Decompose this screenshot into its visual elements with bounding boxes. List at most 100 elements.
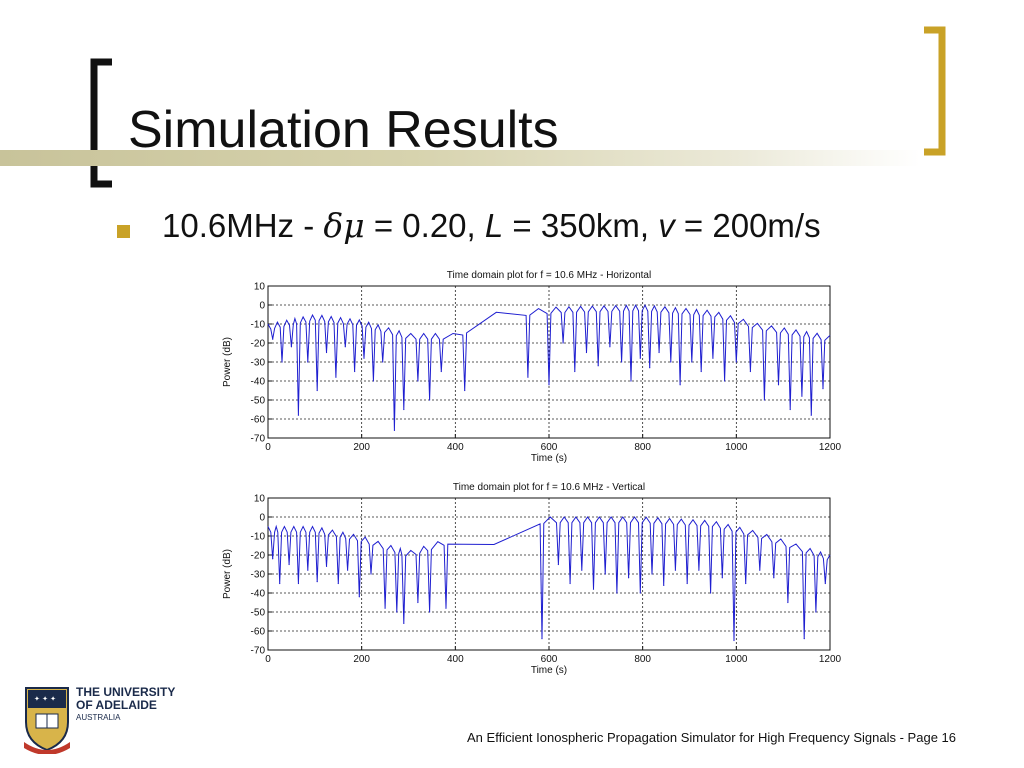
x-tick-label: 0 — [265, 442, 271, 453]
null-point — [609, 346, 611, 348]
null-point — [272, 558, 274, 560]
null-point — [686, 582, 688, 585]
null-point — [335, 376, 337, 378]
y-tick-label: 0 — [259, 301, 265, 312]
x-tick-label: 1000 — [725, 442, 748, 453]
null-point — [562, 342, 564, 344]
university-crest-logo: ✦ ✦ ✦ — [24, 687, 70, 754]
null-point — [417, 601, 419, 604]
null-point — [777, 384, 780, 386]
left-bracket-decoration — [90, 58, 112, 188]
university-line-1: THE UNIVERSITY — [76, 685, 176, 699]
null-point — [763, 399, 766, 401]
null-point — [370, 573, 372, 575]
null-point — [297, 414, 300, 416]
null-point — [824, 582, 826, 585]
null-point — [358, 596, 360, 598]
null-point — [735, 361, 737, 363]
y-tick-label: -50 — [251, 396, 266, 407]
null-point — [396, 611, 398, 613]
null-point — [721, 577, 723, 579]
null-point — [679, 384, 681, 386]
null-point — [382, 361, 384, 363]
null-point — [628, 577, 630, 579]
null-point — [749, 370, 751, 373]
null-point — [417, 380, 419, 382]
null-point — [403, 408, 405, 411]
y-tick-label: -10 — [251, 320, 266, 331]
vertical-plot-svg: Time domain plot for f = 10.6 MHz - Vert… — [222, 482, 842, 676]
null-point — [698, 569, 700, 571]
null-point — [347, 569, 349, 571]
bullet-v-symbol: v — [658, 207, 675, 244]
null-point — [651, 573, 653, 575]
null-point — [787, 601, 789, 604]
x-tick-label: 400 — [447, 654, 464, 665]
null-point — [403, 622, 405, 624]
plot-frame — [267, 497, 831, 651]
null-point — [316, 389, 318, 392]
x-tick-label: 800 — [634, 442, 651, 453]
null-point — [663, 584, 665, 586]
slide-footer: An Efficient Ionospheric Propagation Sim… — [467, 730, 956, 745]
null-point — [585, 351, 588, 354]
null-point — [428, 399, 431, 401]
bullet-frequency: 10.6MHz - — [162, 207, 324, 244]
null-point — [630, 380, 632, 382]
null-point — [674, 569, 677, 571]
null-point — [279, 582, 281, 585]
university-line-3: AUSTRALIA — [76, 713, 121, 722]
y-tick-label: 10 — [254, 494, 266, 505]
x-tick-label: 1200 — [819, 654, 842, 665]
null-point — [297, 582, 300, 585]
null-point — [288, 563, 290, 566]
university-line-2: OF ADELAIDE — [76, 698, 157, 712]
right-bracket-decoration — [924, 26, 946, 156]
y-tick-label: -10 — [251, 532, 266, 543]
null-point — [581, 569, 583, 571]
null-point — [670, 361, 672, 363]
y-axis-label: Power (dB) — [222, 549, 233, 599]
null-point — [325, 351, 328, 354]
horizontal-plot-svg: Time domain plot for f = 10.6 MHz - Hori… — [222, 270, 842, 464]
x-tick-label: 600 — [541, 654, 558, 665]
x-axis-label: Time (s) — [531, 453, 567, 464]
null-point — [290, 346, 293, 348]
x-tick-label: 800 — [634, 654, 651, 665]
bullet-l-value: = 350km, — [503, 207, 659, 244]
null-point — [592, 588, 595, 590]
y-tick-label: -30 — [251, 358, 266, 369]
null-point — [569, 582, 571, 585]
null-point — [445, 607, 447, 609]
null-point — [773, 577, 775, 579]
y-tick-label: -20 — [251, 339, 266, 350]
null-point — [822, 388, 824, 390]
bullet-v-value: = 200m/s — [674, 207, 821, 244]
null-point — [604, 573, 606, 575]
y-tick-label: 10 — [254, 282, 266, 293]
null-point — [658, 351, 660, 354]
null-point — [745, 582, 747, 585]
null-point — [363, 357, 365, 359]
plot-title: Time domain plot for f = 10.6 MHz - Hori… — [447, 270, 651, 281]
null-point — [384, 607, 386, 609]
null-point — [464, 389, 466, 392]
x-tick-label: 600 — [541, 442, 558, 453]
horizontal-power-plot: Time domain plot for f = 10.6 MHz - Hori… — [216, 262, 856, 472]
null-point — [616, 592, 618, 594]
null-point — [307, 569, 309, 571]
y-tick-label: 0 — [259, 513, 265, 524]
null-point — [620, 361, 623, 363]
title-underline-band — [0, 150, 920, 166]
y-tick-label: -70 — [251, 434, 266, 445]
null-point — [691, 361, 693, 363]
null-point — [272, 338, 274, 340]
null-point — [815, 611, 817, 613]
null-point — [548, 384, 550, 386]
y-tick-label: -60 — [251, 627, 266, 638]
null-point — [709, 592, 712, 594]
null-point — [574, 370, 576, 373]
null-point — [700, 370, 702, 373]
plot-frame — [267, 285, 831, 439]
x-tick-label: 200 — [353, 442, 370, 453]
